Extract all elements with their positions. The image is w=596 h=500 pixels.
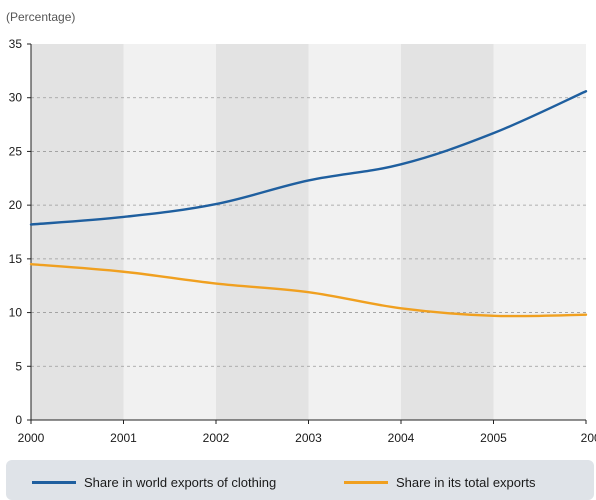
legend-item-series-1: Share in world exports of clothing [32,475,276,490]
x-tick-labels: 2000 2001 2002 2003 2004 2005 2006 [18,431,596,445]
legend-item-series-2: Share in its total exports [344,475,535,490]
axes [27,43,587,424]
y-tick-label-15: 15 [9,252,23,266]
background-bands [31,44,586,420]
x-tick-label-2006: 2006 [581,431,596,445]
band-2002 [216,44,309,420]
band-2003 [308,44,401,420]
y-tick-label-10: 10 [9,306,23,320]
x-tick-label-2000: 2000 [18,431,45,445]
y-tick-label-5: 5 [15,359,22,373]
band-2004 [401,44,494,420]
x-tick-label-2005: 2005 [480,431,507,445]
legend-label-total-exports: Share in its total exports [396,475,536,490]
x-tick-label-2001: 2001 [110,431,137,445]
series-line-2 [29,263,588,318]
grid-lines [31,97,586,367]
series-lines [29,90,588,318]
y-tick-label-35: 35 [9,37,23,51]
x-tick-label-2002: 2002 [203,431,230,445]
y-tick-label-25: 25 [9,144,23,158]
y-tick-label-30: 30 [9,91,23,105]
x-tick-label-2003: 2003 [295,431,322,445]
x-tick-label-2004: 2004 [388,431,415,445]
legend-swatch-orange [344,481,388,484]
unit-label: (Percentage) [6,10,75,24]
y-tick-label-20: 20 [9,198,23,212]
y-tick-labels: 0 5 10 15 20 25 30 35 [9,37,23,427]
band-2000 [31,44,124,420]
legend: Share in world exports of clothing Share… [6,460,594,500]
series-line-1 [29,90,588,226]
legend-swatch-blue [32,481,76,484]
band-2001 [123,44,216,420]
band-2005 [493,44,586,420]
legend-label-world-exports: Share in world exports of clothing [84,475,277,490]
y-tick-label-0: 0 [15,413,22,427]
